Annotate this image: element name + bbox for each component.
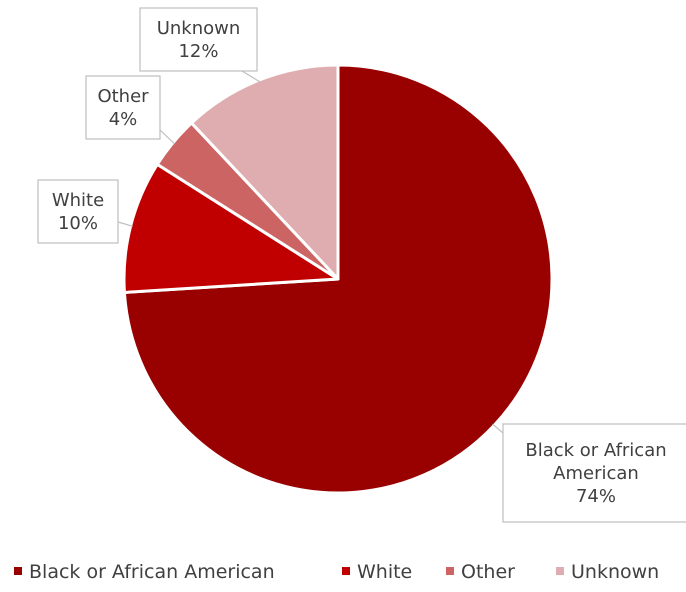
legend-label-unknown: Unknown xyxy=(571,561,659,583)
callout-value-black-or-african-american: 74% xyxy=(576,486,616,507)
legend-swatch-black-or-african-american xyxy=(14,567,22,575)
callout-value-other: 4% xyxy=(109,109,138,130)
callout-leader-black-or-african-american xyxy=(492,423,504,434)
legend-item-unknown: Unknown xyxy=(556,561,659,583)
callout-box-unknown xyxy=(139,7,258,72)
callout-value-white: 10% xyxy=(58,213,98,234)
legend-swatch-unknown xyxy=(556,567,564,575)
callout-category-unknown: Unknown xyxy=(157,18,241,39)
pie-slices xyxy=(122,63,554,495)
callout-leader-white xyxy=(117,221,133,227)
legend-label-black-or-african-american: Black or African American xyxy=(29,561,275,583)
callout-category-other: Other xyxy=(97,86,149,107)
legend-item-other: Other xyxy=(446,561,515,583)
callout-box-other xyxy=(85,75,161,140)
legend-label-other: Other xyxy=(461,561,515,583)
legend-item-black-or-african-american: Black or African American xyxy=(14,561,275,583)
legend-item-white: White xyxy=(342,561,412,583)
callout-category-white: White xyxy=(52,190,104,211)
legend-swatch-other xyxy=(446,567,454,575)
callout-leader-unknown xyxy=(241,70,261,83)
callout-box-white xyxy=(37,179,119,244)
legend-swatch-white xyxy=(342,567,350,575)
legend-label-white: White xyxy=(357,561,412,583)
legend: Black or African American White Other Unkno… xyxy=(14,561,659,583)
callout-box-black-or-african-american xyxy=(502,423,686,523)
pie-slice-unknown xyxy=(190,63,340,281)
callout-value-unknown: 12% xyxy=(178,41,218,62)
callout-leader-other xyxy=(159,129,176,145)
callout-category-black-or-african-american: Black or African American xyxy=(525,440,666,484)
